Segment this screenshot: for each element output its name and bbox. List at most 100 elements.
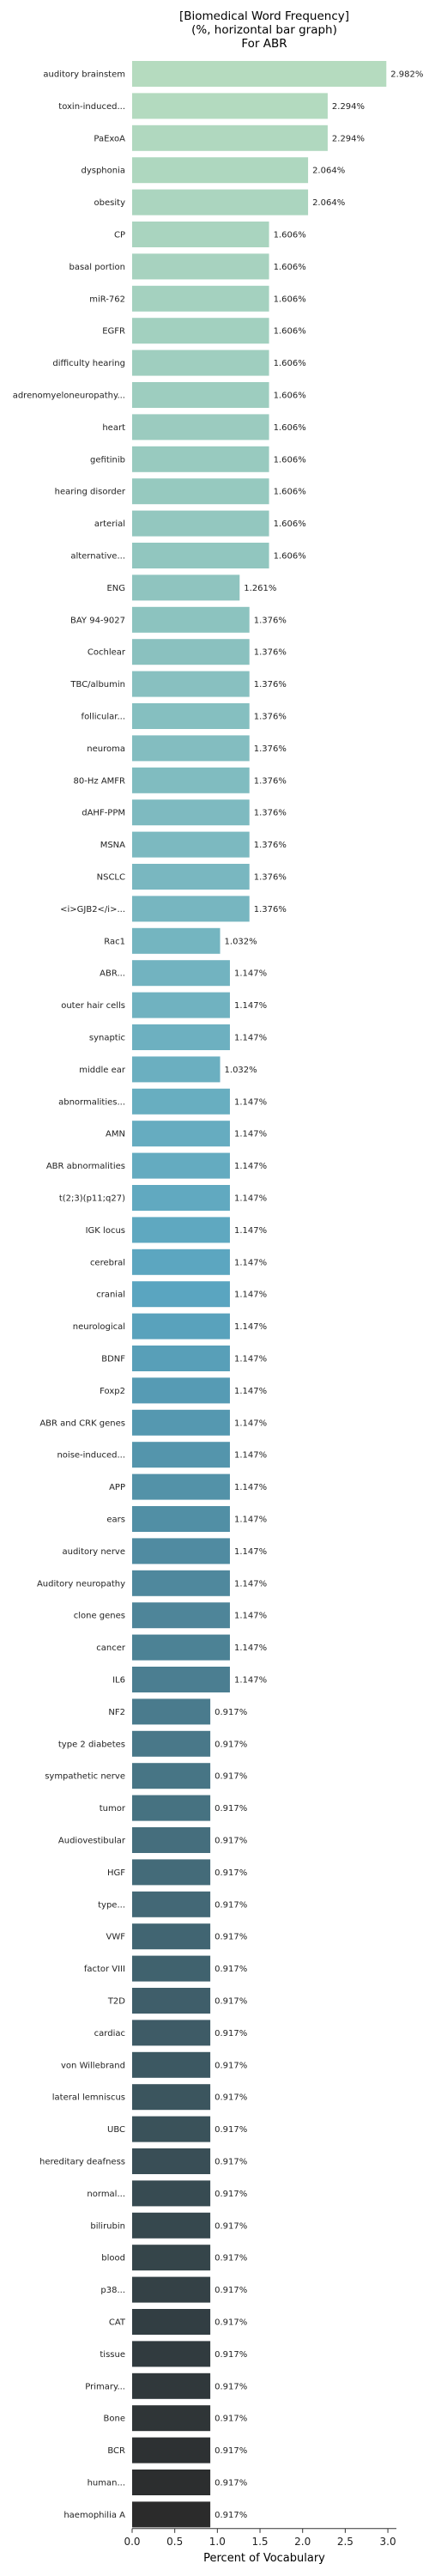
bar xyxy=(132,574,240,601)
category-label: dysphonia xyxy=(81,167,125,176)
category-label: Audiovestibular xyxy=(58,1837,126,1846)
value-label: 0.917% xyxy=(214,2350,247,2360)
category-label: p38... xyxy=(100,2286,125,2295)
bar xyxy=(132,1667,230,1692)
value-label: 0.917% xyxy=(214,2029,247,2038)
value-label: 1.147% xyxy=(234,1194,267,1204)
bar xyxy=(132,543,269,568)
value-label: 0.917% xyxy=(214,1740,247,1749)
value-label: 0.917% xyxy=(214,2286,247,2295)
category-label: abnormalities... xyxy=(58,1097,125,1107)
category-label: IL6 xyxy=(112,1676,125,1686)
category-label: human... xyxy=(88,2479,125,2488)
bar xyxy=(132,1763,211,1789)
bar xyxy=(132,2276,211,2303)
bar xyxy=(132,735,250,762)
bar xyxy=(132,1346,230,1371)
category-label: CP xyxy=(114,231,125,240)
category-label: MSNA xyxy=(100,841,125,850)
category-label: normal... xyxy=(87,2190,125,2199)
value-label: 0.917% xyxy=(214,1900,247,1910)
category-label: Rac1 xyxy=(104,937,125,946)
bar xyxy=(132,382,269,408)
category-label: cancer xyxy=(96,1643,126,1653)
value-label: 1.261% xyxy=(244,584,276,593)
category-label: bilirubin xyxy=(90,2221,125,2231)
x-tick-label: 0.5 xyxy=(166,2536,183,2548)
chart-title: [Biomedical Word Frequency](%, horizonta… xyxy=(179,9,349,51)
value-label: 1.606% xyxy=(274,423,306,433)
bar xyxy=(132,1634,230,1661)
bar xyxy=(132,992,230,1018)
value-label: 1.147% xyxy=(234,1483,267,1492)
value-label: 1.376% xyxy=(254,680,287,690)
category-label: basal portion xyxy=(69,263,125,272)
category-label: Primary... xyxy=(85,2382,125,2391)
bar xyxy=(132,1730,211,1757)
value-label: 1.147% xyxy=(234,1034,267,1043)
category-label: BDNF xyxy=(101,1355,125,1364)
value-label: 1.147% xyxy=(234,1226,267,1236)
category-label: toxin-induced... xyxy=(58,102,125,112)
category-label: PaExoA xyxy=(94,134,125,143)
category-label: NF2 xyxy=(108,1708,125,1717)
value-label: 0.917% xyxy=(214,2318,247,2328)
value-label: 0.917% xyxy=(214,2254,247,2263)
value-label: 1.376% xyxy=(254,713,287,722)
x-axis-label: Percent of Vocabulary xyxy=(203,2552,325,2565)
category-label: T2D xyxy=(107,1997,125,2007)
category-label: ABR and CRK genes xyxy=(39,1419,125,1428)
bar xyxy=(132,1538,230,1564)
bar xyxy=(132,1249,230,1275)
category-label: arterial xyxy=(94,519,125,529)
chart-title-line: (%, horizontal bar graph) xyxy=(191,23,337,37)
bar xyxy=(132,960,230,987)
category-label: CAT xyxy=(109,2318,126,2328)
category-label: outer hair cells xyxy=(61,1001,125,1011)
value-label: 0.917% xyxy=(214,1708,247,1717)
category-label: heart xyxy=(102,423,125,433)
bar xyxy=(132,1281,230,1308)
value-label: 1.376% xyxy=(254,841,287,850)
bar xyxy=(132,1377,230,1404)
category-label: type... xyxy=(98,1900,125,1910)
category-label: cerebral xyxy=(90,1258,125,1267)
value-label: 1.147% xyxy=(234,1097,267,1107)
category-label: dAHF-PPM xyxy=(82,809,125,818)
bar xyxy=(132,61,387,87)
bar xyxy=(132,1602,230,1629)
bar xyxy=(132,446,269,472)
category-label: sympathetic nerve xyxy=(45,1772,125,1782)
category-label: miR-762 xyxy=(89,295,125,304)
value-label: 1.147% xyxy=(234,1355,267,1364)
value-label: 1.606% xyxy=(274,552,306,562)
bar-series xyxy=(132,61,387,2528)
bar xyxy=(132,318,269,344)
category-label: NSCLC xyxy=(97,873,125,883)
category-label: tumor xyxy=(100,1804,126,1814)
value-label: 1.147% xyxy=(234,1258,267,1267)
bar xyxy=(132,510,269,537)
bar xyxy=(132,189,309,216)
value-label: 1.147% xyxy=(234,1612,267,1621)
value-label: 0.917% xyxy=(214,1965,247,1974)
value-label: 0.917% xyxy=(214,1772,247,1782)
category-label: neurological xyxy=(73,1322,125,1332)
chart-title-line: For ABR xyxy=(241,37,287,51)
value-label: 1.032% xyxy=(225,937,257,946)
bar xyxy=(132,222,269,247)
bar xyxy=(132,1121,230,1147)
value-label: 0.917% xyxy=(214,2125,247,2135)
value-label: 0.917% xyxy=(214,1804,247,1814)
category-label: hereditary deafness xyxy=(39,2158,125,2167)
x-axis: 0.0 0.5 1.0 1.5 2.0 2.5 3.0 xyxy=(124,2528,396,2548)
bar xyxy=(132,767,250,793)
x-tick-label: 3.0 xyxy=(380,2536,396,2548)
category-label: t(2;3)(p11;q27) xyxy=(59,1194,125,1204)
bar xyxy=(132,1859,211,1886)
bar xyxy=(132,478,269,505)
bar xyxy=(132,2084,211,2111)
bar xyxy=(132,1827,211,1853)
bar xyxy=(132,2212,211,2239)
